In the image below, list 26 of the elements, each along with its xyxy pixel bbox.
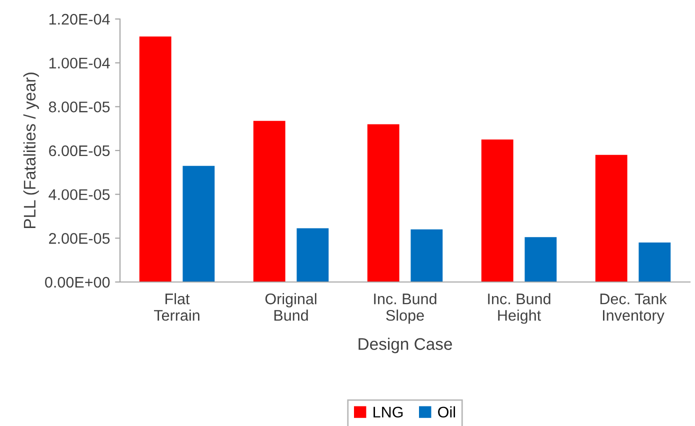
bar bbox=[182, 166, 215, 282]
x-tick-label: Inc. Bund Height bbox=[488, 293, 550, 324]
legend-label: LNG bbox=[374, 406, 403, 418]
bar bbox=[139, 36, 172, 282]
y-tick-label: 1.20E-04 bbox=[49, 14, 110, 25]
x-tick-label: Flat Terrain bbox=[154, 293, 200, 321]
x-tick-label: Inc. Bund Slope bbox=[374, 293, 436, 324]
x-tick-label: Dec. Tank Inventory bbox=[600, 293, 667, 324]
y-tick-label: 2.00E-05 bbox=[49, 233, 110, 244]
bar bbox=[638, 242, 671, 282]
y-tick-label: 8.00E-05 bbox=[48, 102, 110, 112]
y-tick-label: 6.00E-05 bbox=[49, 145, 110, 156]
x-axis-title: Design Case bbox=[358, 338, 452, 354]
legend-label: Oil bbox=[438, 406, 455, 418]
y-tick-label: 0.00E+00 bbox=[45, 276, 110, 288]
y-tick-label: 1.00E-04 bbox=[49, 58, 110, 69]
x-tick-label: Original Bund bbox=[265, 293, 316, 321]
y-axis-title: PLL (Fatalities / year) bbox=[23, 72, 39, 228]
y-tick-label: 4.00E-05 bbox=[48, 189, 110, 200]
bar bbox=[367, 124, 400, 282]
bar bbox=[524, 237, 557, 282]
bar bbox=[410, 229, 443, 282]
bar bbox=[296, 228, 329, 282]
bar bbox=[595, 154, 628, 282]
bar bbox=[253, 120, 286, 282]
bar bbox=[481, 140, 514, 282]
